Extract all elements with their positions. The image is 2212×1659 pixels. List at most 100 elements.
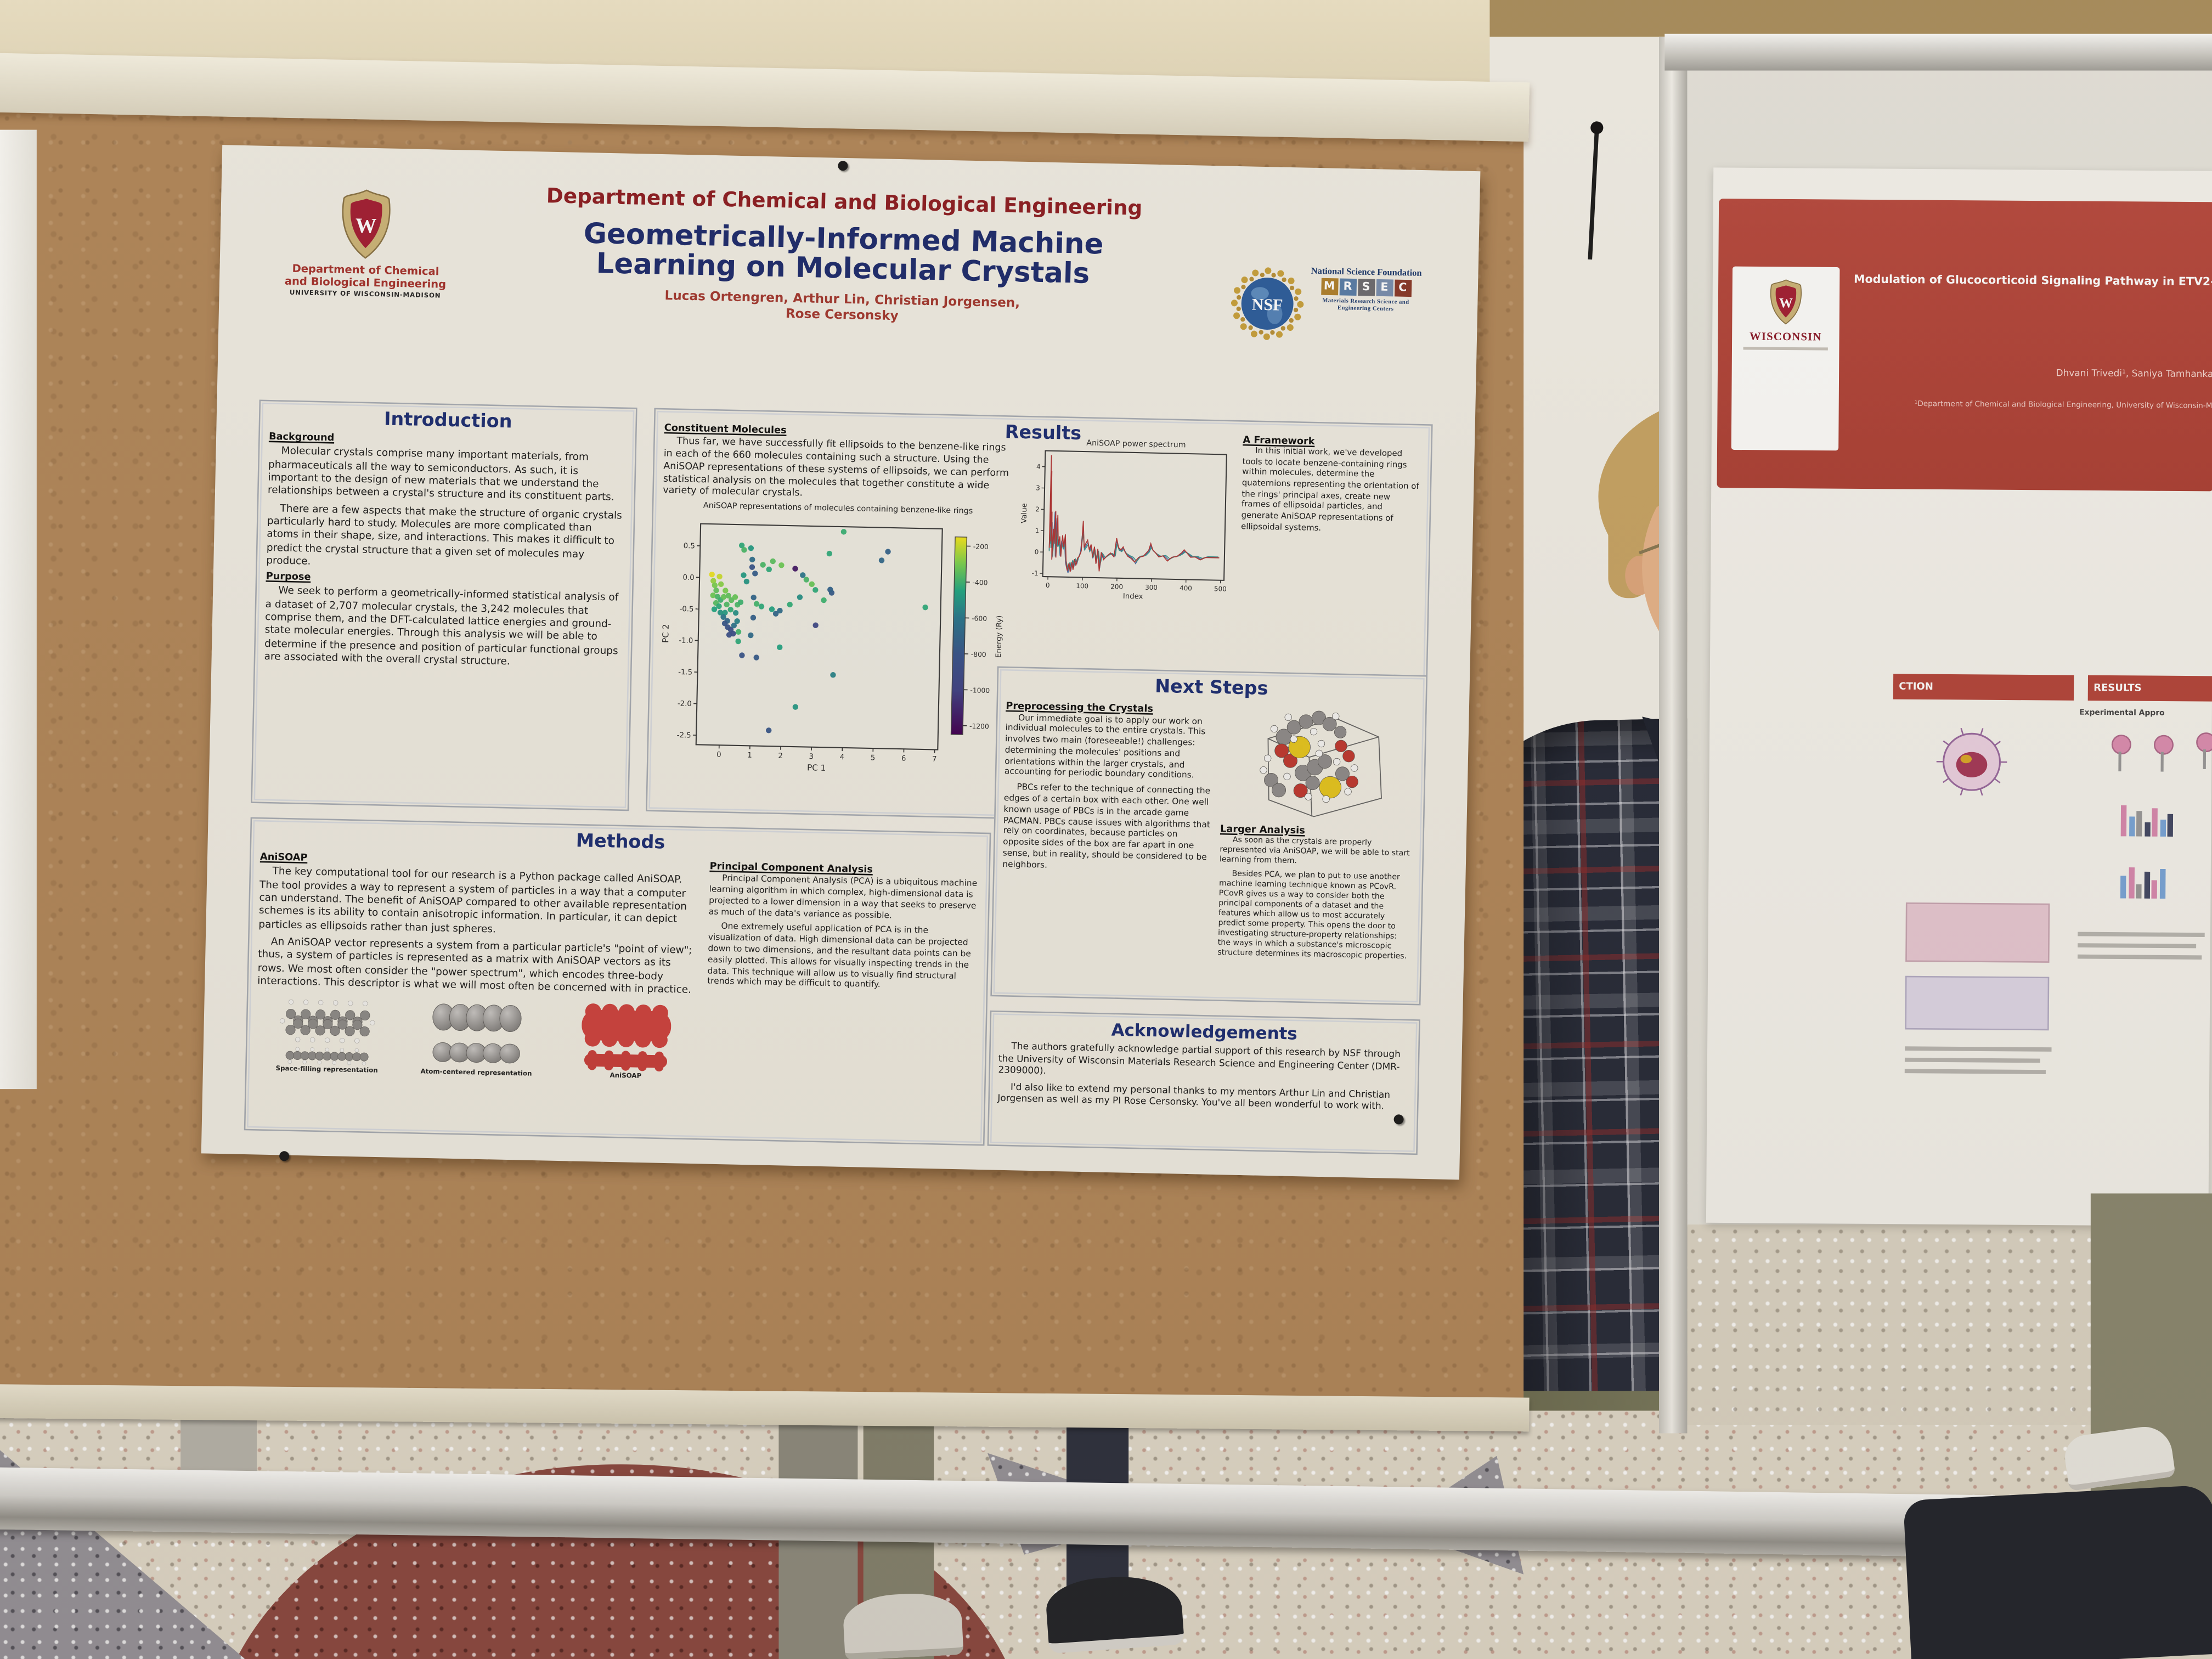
push-pin xyxy=(838,161,848,171)
text-placeholder xyxy=(1904,1057,2040,1063)
methods-section: Methods AniSOAP The key computational to… xyxy=(244,817,991,1146)
crystal-unit-cell-figure xyxy=(1260,710,1383,817)
power-spectrum-column: AniSOAP power spectrum 0 100 200 300 400 500 -1… xyxy=(1013,439,1237,800)
mrsec-tile: S xyxy=(1357,278,1375,296)
sponsor-logos: NSF National Science Foundation M R S E … xyxy=(1196,191,1454,428)
next-steps-section: Next Steps Preprocessing the Crystals Ou… xyxy=(990,665,1427,1006)
svg-text:1: 1 xyxy=(748,752,753,760)
preprocessing-paragraph-1: Our immediate goal is to apply our work … xyxy=(1004,712,1206,781)
right-poster: W WISCONSIN Modulation of Glucocorticoid… xyxy=(1706,167,2212,1227)
mini-bar-chart xyxy=(2120,862,2165,899)
background-paragraph-2: There are a few aspects that make the st… xyxy=(266,501,623,568)
svg-text:400: 400 xyxy=(1180,584,1192,592)
right-poster-section-results: RESULTS xyxy=(2087,675,2212,702)
svg-text:1: 1 xyxy=(1035,527,1040,535)
atom-centered-figure: Atom-centered representation xyxy=(405,995,549,1080)
flow-diagram-stem xyxy=(2203,749,2207,769)
svg-text:Energy (Ry): Energy (Ry) xyxy=(995,616,1005,658)
preprocessing-paragraph-2: PBCs refer to the technique of connectin… xyxy=(1002,782,1211,871)
svg-text:W: W xyxy=(1779,296,1793,311)
figure-caption: Atom-centered representation xyxy=(420,1069,532,1079)
svg-text:PC 2: PC 2 xyxy=(661,624,672,644)
svg-text:-0.5: -0.5 xyxy=(680,605,694,614)
svg-text:0: 0 xyxy=(1035,548,1039,556)
flow-diagram-node xyxy=(2111,735,2131,755)
power-spectrum-plot: AniSOAP power spectrum 0 100 200 300 400 500 -1… xyxy=(1020,439,1228,601)
right-poster-authors: Dhvani Trivedi¹, Saniya Tamhankar xyxy=(2056,367,2212,380)
push-pin xyxy=(1393,1114,1404,1125)
right-poster-affiliation: ¹Department of Chemical and Biological E… xyxy=(1914,400,2212,411)
svg-text:0: 0 xyxy=(1046,582,1050,589)
svg-text:-1: -1 xyxy=(1032,569,1039,577)
right-poster-section-introduction: CTION xyxy=(1893,674,2074,701)
svg-text:Index: Index xyxy=(1123,592,1143,601)
pca-paragraph-1: Principal Component Analysis (PCA) is a … xyxy=(708,873,978,921)
introduction-title: Introduction xyxy=(383,409,512,434)
svg-text:0: 0 xyxy=(717,751,722,759)
text-placeholder xyxy=(2078,932,2205,936)
mrsec-letter-tiles: M R S E C xyxy=(1311,278,1421,297)
representation-figures: Space-filling representation Atom-center… xyxy=(256,991,698,1082)
main-poster: W Department of Chemical and Biological … xyxy=(201,145,1481,1180)
text-placeholder xyxy=(1904,1069,2046,1074)
introduction-section: Introduction Background Molecular crysta… xyxy=(251,400,637,811)
svg-text:500: 500 xyxy=(1214,585,1227,593)
svg-text:NSF: NSF xyxy=(1252,295,1284,314)
flow-diagram-stem xyxy=(2118,752,2121,772)
wisconsin-logo: W WISCONSIN xyxy=(1731,266,1840,451)
text-placeholder xyxy=(2078,943,2197,948)
uw-crest-icon: W xyxy=(1770,279,1802,325)
svg-text:0.5: 0.5 xyxy=(684,542,696,550)
constituent-molecules-paragraph: Thus far, we have successfully fit ellip… xyxy=(663,435,1009,500)
anisoap-paragraph-1: The key computational tool for our resea… xyxy=(258,864,687,935)
space-filling-figure: Space-filling representation xyxy=(256,991,400,1076)
purpose-paragraph: We seek to perform a geometrically-infor… xyxy=(264,584,619,668)
results-section: Results Constituent Molecules Thus far, … xyxy=(646,408,1432,828)
logo-subline xyxy=(1743,347,1828,351)
svg-text:AniSOAP power spectrum: AniSOAP power spectrum xyxy=(1087,439,1187,450)
svg-text:200: 200 xyxy=(1110,583,1123,591)
mrsec-nsf-line: National Science Foundation xyxy=(1311,266,1422,279)
anisoap-paragraph-2: An AniSOAP vector represents a system fr… xyxy=(257,934,692,996)
larger-analysis-column: Larger Analysis As soon as the crystals … xyxy=(1217,701,1417,967)
svg-text:-2.5: -2.5 xyxy=(678,731,692,740)
figure-caption: Space-filling representation xyxy=(275,1066,378,1076)
svg-text:6: 6 xyxy=(902,755,907,763)
anisoap-ellipsoid-icon xyxy=(582,1004,672,1073)
constituent-molecules-column: Constituent Molecules Thus far, we have … xyxy=(657,422,1015,795)
svg-text:-400: -400 xyxy=(973,579,988,587)
svg-text:-1000: -1000 xyxy=(970,686,990,695)
svg-text:4: 4 xyxy=(840,753,845,761)
poster-header: W Department of Chemical and Biological … xyxy=(242,171,1454,428)
dark-bag xyxy=(1903,1484,2212,1659)
mrsec-tile: E xyxy=(1375,279,1393,297)
figure-placeholder xyxy=(1905,902,2050,963)
svg-text:-1.0: -1.0 xyxy=(679,637,693,646)
bystander-sneaker xyxy=(1044,1572,1185,1654)
wisconsin-wordmark: WISCONSIN xyxy=(1749,330,1822,343)
mini-bar-chart xyxy=(2120,799,2174,837)
text-placeholder xyxy=(2077,954,2202,959)
ceiling-band xyxy=(1489,0,2212,37)
uw-university-line: UNIVERSITY OF WISCONSIN-MADISON xyxy=(289,290,441,301)
acknowledgements-paragraph-2: I'd also like to extend my personal than… xyxy=(997,1081,1391,1113)
push-pin xyxy=(279,1151,290,1161)
svg-text:W: W xyxy=(356,214,377,238)
right-poster-banner: W WISCONSIN Modulation of Glucocorticoid… xyxy=(1717,199,2212,492)
uw-logo-block: W Department of Chemical and Biological … xyxy=(242,171,488,408)
acknowledgements-paragraph-1: The authors gratefully acknowledge parti… xyxy=(998,1040,1401,1077)
svg-text:5: 5 xyxy=(871,754,876,762)
right-poster-title: Modulation of Glucocorticoid Signaling P… xyxy=(1853,273,2212,289)
pca-column: Principal Component Analysis Principal C… xyxy=(705,858,980,1088)
svg-text:100: 100 xyxy=(1076,582,1089,590)
svg-text:-1.5: -1.5 xyxy=(679,668,693,677)
svg-text:Value: Value xyxy=(1020,504,1029,524)
text-placeholder xyxy=(1905,1046,2052,1051)
svg-text:3: 3 xyxy=(1036,484,1040,492)
svg-text:PC 1: PC 1 xyxy=(808,763,827,773)
anisoap-column: AniSOAP The key computational tool for o… xyxy=(256,849,702,1082)
flow-diagram-stem xyxy=(2160,752,2164,772)
nsf-logo-icon: NSF xyxy=(1232,267,1305,340)
